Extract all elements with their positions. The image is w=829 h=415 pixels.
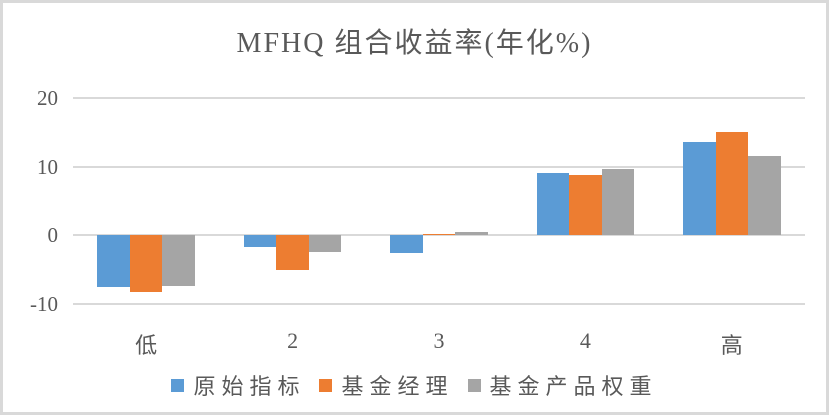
- legend: 原始指标 基金经理 基金产品权重: [3, 369, 826, 401]
- legend-item-基金产品权重: 基金产品权重: [467, 369, 658, 401]
- legend-label: 基金产品权重: [489, 374, 658, 399]
- bar-基金经理-4: [569, 174, 602, 236]
- x-axis-category-label: 低: [135, 333, 158, 358]
- gridline-y-10: [73, 165, 805, 168]
- bar-基金产品权重-2: [308, 235, 342, 252]
- x-axis-category-label: 高: [720, 333, 743, 358]
- plot-area: 20 10 0 -10 低 2 3 4 高: [30, 87, 805, 358]
- gridline-y--10: [73, 303, 805, 305]
- bar-基金经理-2: [276, 235, 309, 271]
- x-axis-category-label: 4: [579, 328, 591, 353]
- legend-marker-icon: [319, 378, 333, 392]
- legend-label: 原始指标: [193, 374, 306, 399]
- bar-原始指标-4: [536, 172, 570, 236]
- y-axis-tick-label: 10: [37, 154, 58, 179]
- y-axis-tick-label: -10: [30, 292, 58, 316]
- y-axis-tick-label: 0: [47, 223, 59, 248]
- legend-item-基金经理: 基金经理: [319, 369, 453, 401]
- bar-基金产品权重-4: [601, 169, 635, 236]
- legend-marker-icon: [171, 378, 185, 392]
- gridline-y-20: [73, 97, 805, 99]
- x-axis-category-label: 2: [287, 328, 299, 353]
- bar-基金产品权重-高: [748, 155, 781, 236]
- bar-原始指标-3: [390, 235, 423, 254]
- chart-title: MFHQ 组合收益率(年化%): [236, 28, 593, 59]
- y-axis-tick-label: 20: [37, 86, 58, 110]
- legend-item-原始指标: 原始指标: [171, 369, 305, 401]
- gridline-y-0: [73, 234, 805, 237]
- bar-基金产品权重-低: [162, 235, 195, 287]
- bar-基金产品权重-3: [455, 231, 488, 236]
- bar-基金经理-高: [715, 131, 749, 236]
- x-axis-category-label: 3: [433, 328, 445, 353]
- bar-原始指标-2: [243, 235, 277, 247]
- bar-原始指标-高: [683, 141, 716, 236]
- legend-marker-icon: [467, 378, 481, 392]
- bar-基金经理-3: [422, 233, 456, 236]
- bar-原始指标-低: [97, 235, 130, 287]
- bar-基金经理-低: [129, 235, 163, 292]
- legend-label: 基金经理: [341, 374, 454, 399]
